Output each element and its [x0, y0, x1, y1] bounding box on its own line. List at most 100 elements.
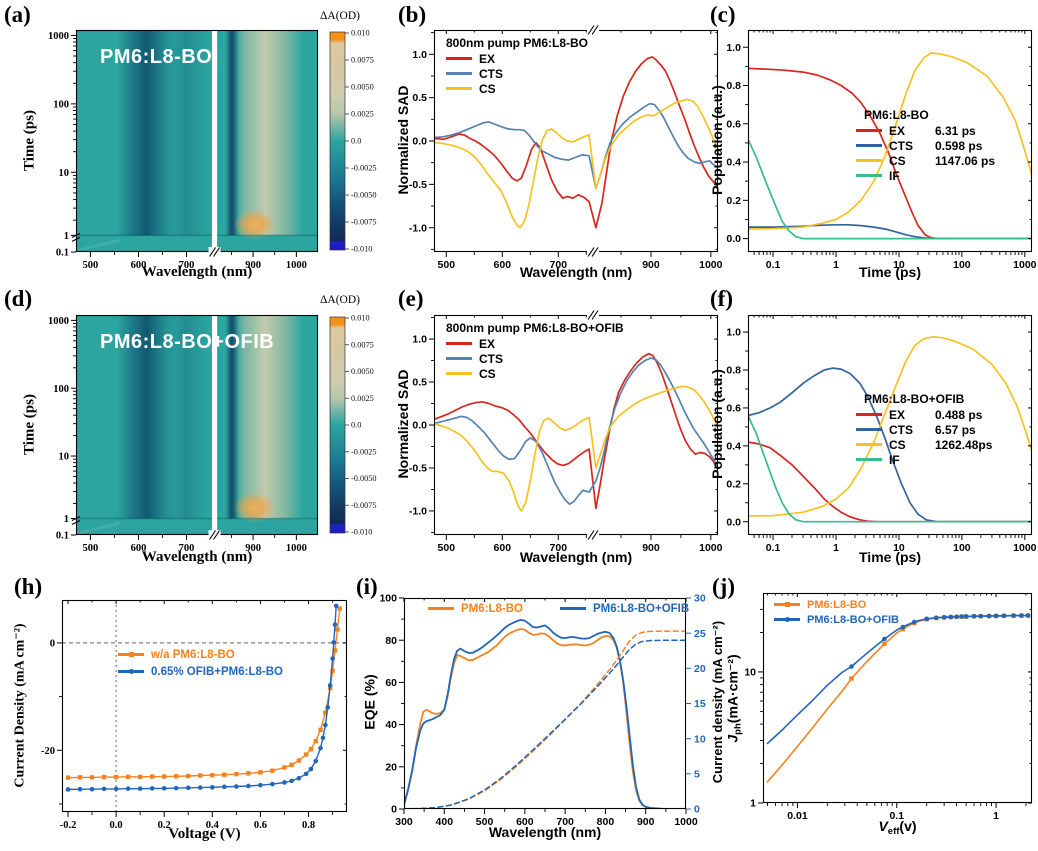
svg-text:-0.010: -0.010 — [351, 528, 372, 537]
svg-text:700: 700 — [550, 542, 568, 554]
svg-text:-0.0050: -0.0050 — [351, 191, 377, 200]
svg-text:1: 1 — [833, 259, 839, 271]
series-line-CS — [748, 52, 1032, 230]
svg-text:25: 25 — [694, 628, 706, 640]
if-line-swatch — [856, 458, 882, 461]
svg-text:0.0: 0.0 — [110, 820, 123, 831]
series-line-CS — [434, 385, 718, 512]
series-line-w/a PM6:L8-BO — [67, 607, 341, 779]
circle-marker-icon — [128, 669, 134, 674]
svg-text:900: 900 — [642, 259, 660, 271]
series-line-PM6:L8-BO — [766, 614, 1029, 783]
legend-entry-value: 1262.48ps — [935, 437, 993, 452]
cs-line-swatch — [856, 159, 882, 162]
svg-text:900: 900 — [642, 542, 660, 554]
svg-text:100: 100 — [53, 99, 69, 110]
e-x-axis-label: Wavelength (nm) — [519, 549, 633, 565]
legend-entry: EX — [446, 51, 588, 66]
svg-text:0.8: 0.8 — [302, 820, 315, 831]
series-layer — [748, 52, 1032, 240]
heatmap-a-sample-label: PM6:L8-BO — [100, 46, 213, 68]
svg-text:0.2: 0.2 — [726, 478, 741, 490]
legend-entry-label: PM6:L8-BO+OFIB — [593, 602, 690, 615]
svg-text:500: 500 — [476, 816, 494, 828]
svg-text:1000: 1000 — [48, 316, 69, 327]
svg-text:0.5: 0.5 — [412, 377, 427, 389]
cs-line-swatch — [446, 372, 472, 375]
svg-text:300: 300 — [395, 816, 413, 828]
series-layer — [65, 603, 342, 792]
legend-entry-label: CS — [479, 366, 496, 381]
svg-text:900: 900 — [245, 543, 261, 554]
svg-text:0.0025: 0.0025 — [351, 110, 374, 119]
c-x-axis-label: Time (ps) — [859, 264, 921, 280]
svg-text:10: 10 — [893, 259, 905, 271]
svg-text:20: 20 — [385, 761, 397, 773]
svg-text:600: 600 — [516, 816, 534, 828]
chart-i: 300 400 500 600 700 800 900 1000 0 20 40 60 80 100 0 5 1… — [379, 593, 705, 828]
panel-label-j: (j) — [712, 574, 735, 599]
series-layer — [766, 613, 1031, 783]
legend-entry: w/a PM6:L8-BO — [118, 646, 283, 663]
svg-text:15: 15 — [694, 698, 706, 710]
svg-text:0.8: 0.8 — [726, 365, 741, 377]
cts-line-swatch — [856, 428, 882, 431]
svg-text:-1.0: -1.0 — [409, 506, 427, 518]
c-legend-title: PM6:L8-BO — [864, 108, 929, 122]
svg-text:400: 400 — [436, 816, 454, 828]
series-line-PM6:L8-BO — [404, 628, 686, 809]
svg-text:1000: 1000 — [699, 542, 723, 554]
svg-text:800: 800 — [597, 816, 615, 828]
colorbar-gradient-a: 0.010 0.0075 0.0050 0.0025 0.0 -0.0025 -0.0050… — [329, 29, 377, 254]
svg-text:500: 500 — [438, 542, 456, 554]
svg-text:-0.0025: -0.0025 — [351, 447, 377, 456]
a-x-axis-label: Wavelength (nm) — [141, 264, 253, 280]
j-xlabel-units: (v) — [899, 818, 917, 834]
blue-line-swatch — [118, 669, 144, 674]
chart-j: 0.01 0.1 1 1 10 — [744, 592, 1033, 822]
j-xlabel-subscript: eff — [887, 826, 900, 837]
if-line-swatch — [856, 174, 882, 177]
i-y-axis-label: EQE (%) — [361, 674, 378, 730]
svg-text:10: 10 — [893, 542, 905, 554]
legend-entry-label: EX — [889, 123, 906, 138]
legend-entry: CS — [446, 366, 624, 381]
heatmap-d-sample-label: PM6:L8-BO+OFIB — [100, 331, 275, 353]
series-layer — [404, 618, 686, 809]
svg-text:0.0: 0.0 — [726, 516, 741, 528]
series-line-PM6:L8-BO+OFIB — [766, 614, 1029, 745]
series-line-IF — [748, 138, 1032, 240]
svg-text:1.0: 1.0 — [412, 49, 427, 61]
chart-canvas-i: 300 400 500 600 700 800 900 1000020406080100051… — [379, 593, 705, 828]
svg-text:1: 1 — [993, 810, 999, 822]
svg-text:1000: 1000 — [48, 31, 69, 42]
series-layer — [434, 56, 718, 229]
panel-label-a: (a) — [4, 2, 31, 27]
svg-text:10: 10 — [59, 452, 70, 463]
legend-entry: EX — [446, 336, 624, 351]
series-line-CTS — [434, 102, 718, 190]
svg-text:500: 500 — [438, 259, 456, 271]
d-colorbar-title: ΔA(OD) — [320, 294, 360, 306]
legend-entry-label: PM6:L8-BO — [807, 598, 867, 611]
h-legend: w/a PM6:L8-BO 0.65% OFIB+PM6:L8-BO — [118, 646, 283, 680]
e-y-axis-label: Normalized SAD — [395, 369, 411, 479]
d-colorbar: 0.010 0.0075 0.0050 0.0025 0.0 -0.0025 -0.0050… — [329, 314, 390, 537]
svg-text:1: 1 — [750, 798, 756, 810]
series-layer — [748, 335, 1032, 523]
series-line-PM6:L8-BO+OFIB — [404, 618, 686, 809]
svg-text:5: 5 — [694, 768, 700, 780]
chart-canvas-b: 500 600 700 900 1000 1.0 0.5 0.0 -0.5 -1.0 — [409, 25, 723, 271]
svg-text:-0.0075: -0.0075 — [351, 501, 377, 510]
legend-entry-label: CTS — [889, 422, 913, 437]
legend-entry-label: CTS — [479, 66, 503, 81]
legend-entry: EX 0.488 ps — [856, 407, 992, 422]
svg-text:0.01: 0.01 — [787, 810, 808, 822]
svg-text:0.6: 0.6 — [254, 820, 267, 831]
cs-line-swatch — [856, 443, 882, 446]
f-legend: PM6:L8-BO+OFIB EX 0.488 ps CTS 6.57 ps CS 1… — [856, 392, 992, 467]
legend-entry: PM6:L8-BO — [428, 601, 523, 616]
legend-entry: CTS — [446, 351, 624, 366]
svg-text:0.010: 0.010 — [351, 29, 370, 38]
svg-text:-0.0050: -0.0050 — [351, 474, 377, 483]
